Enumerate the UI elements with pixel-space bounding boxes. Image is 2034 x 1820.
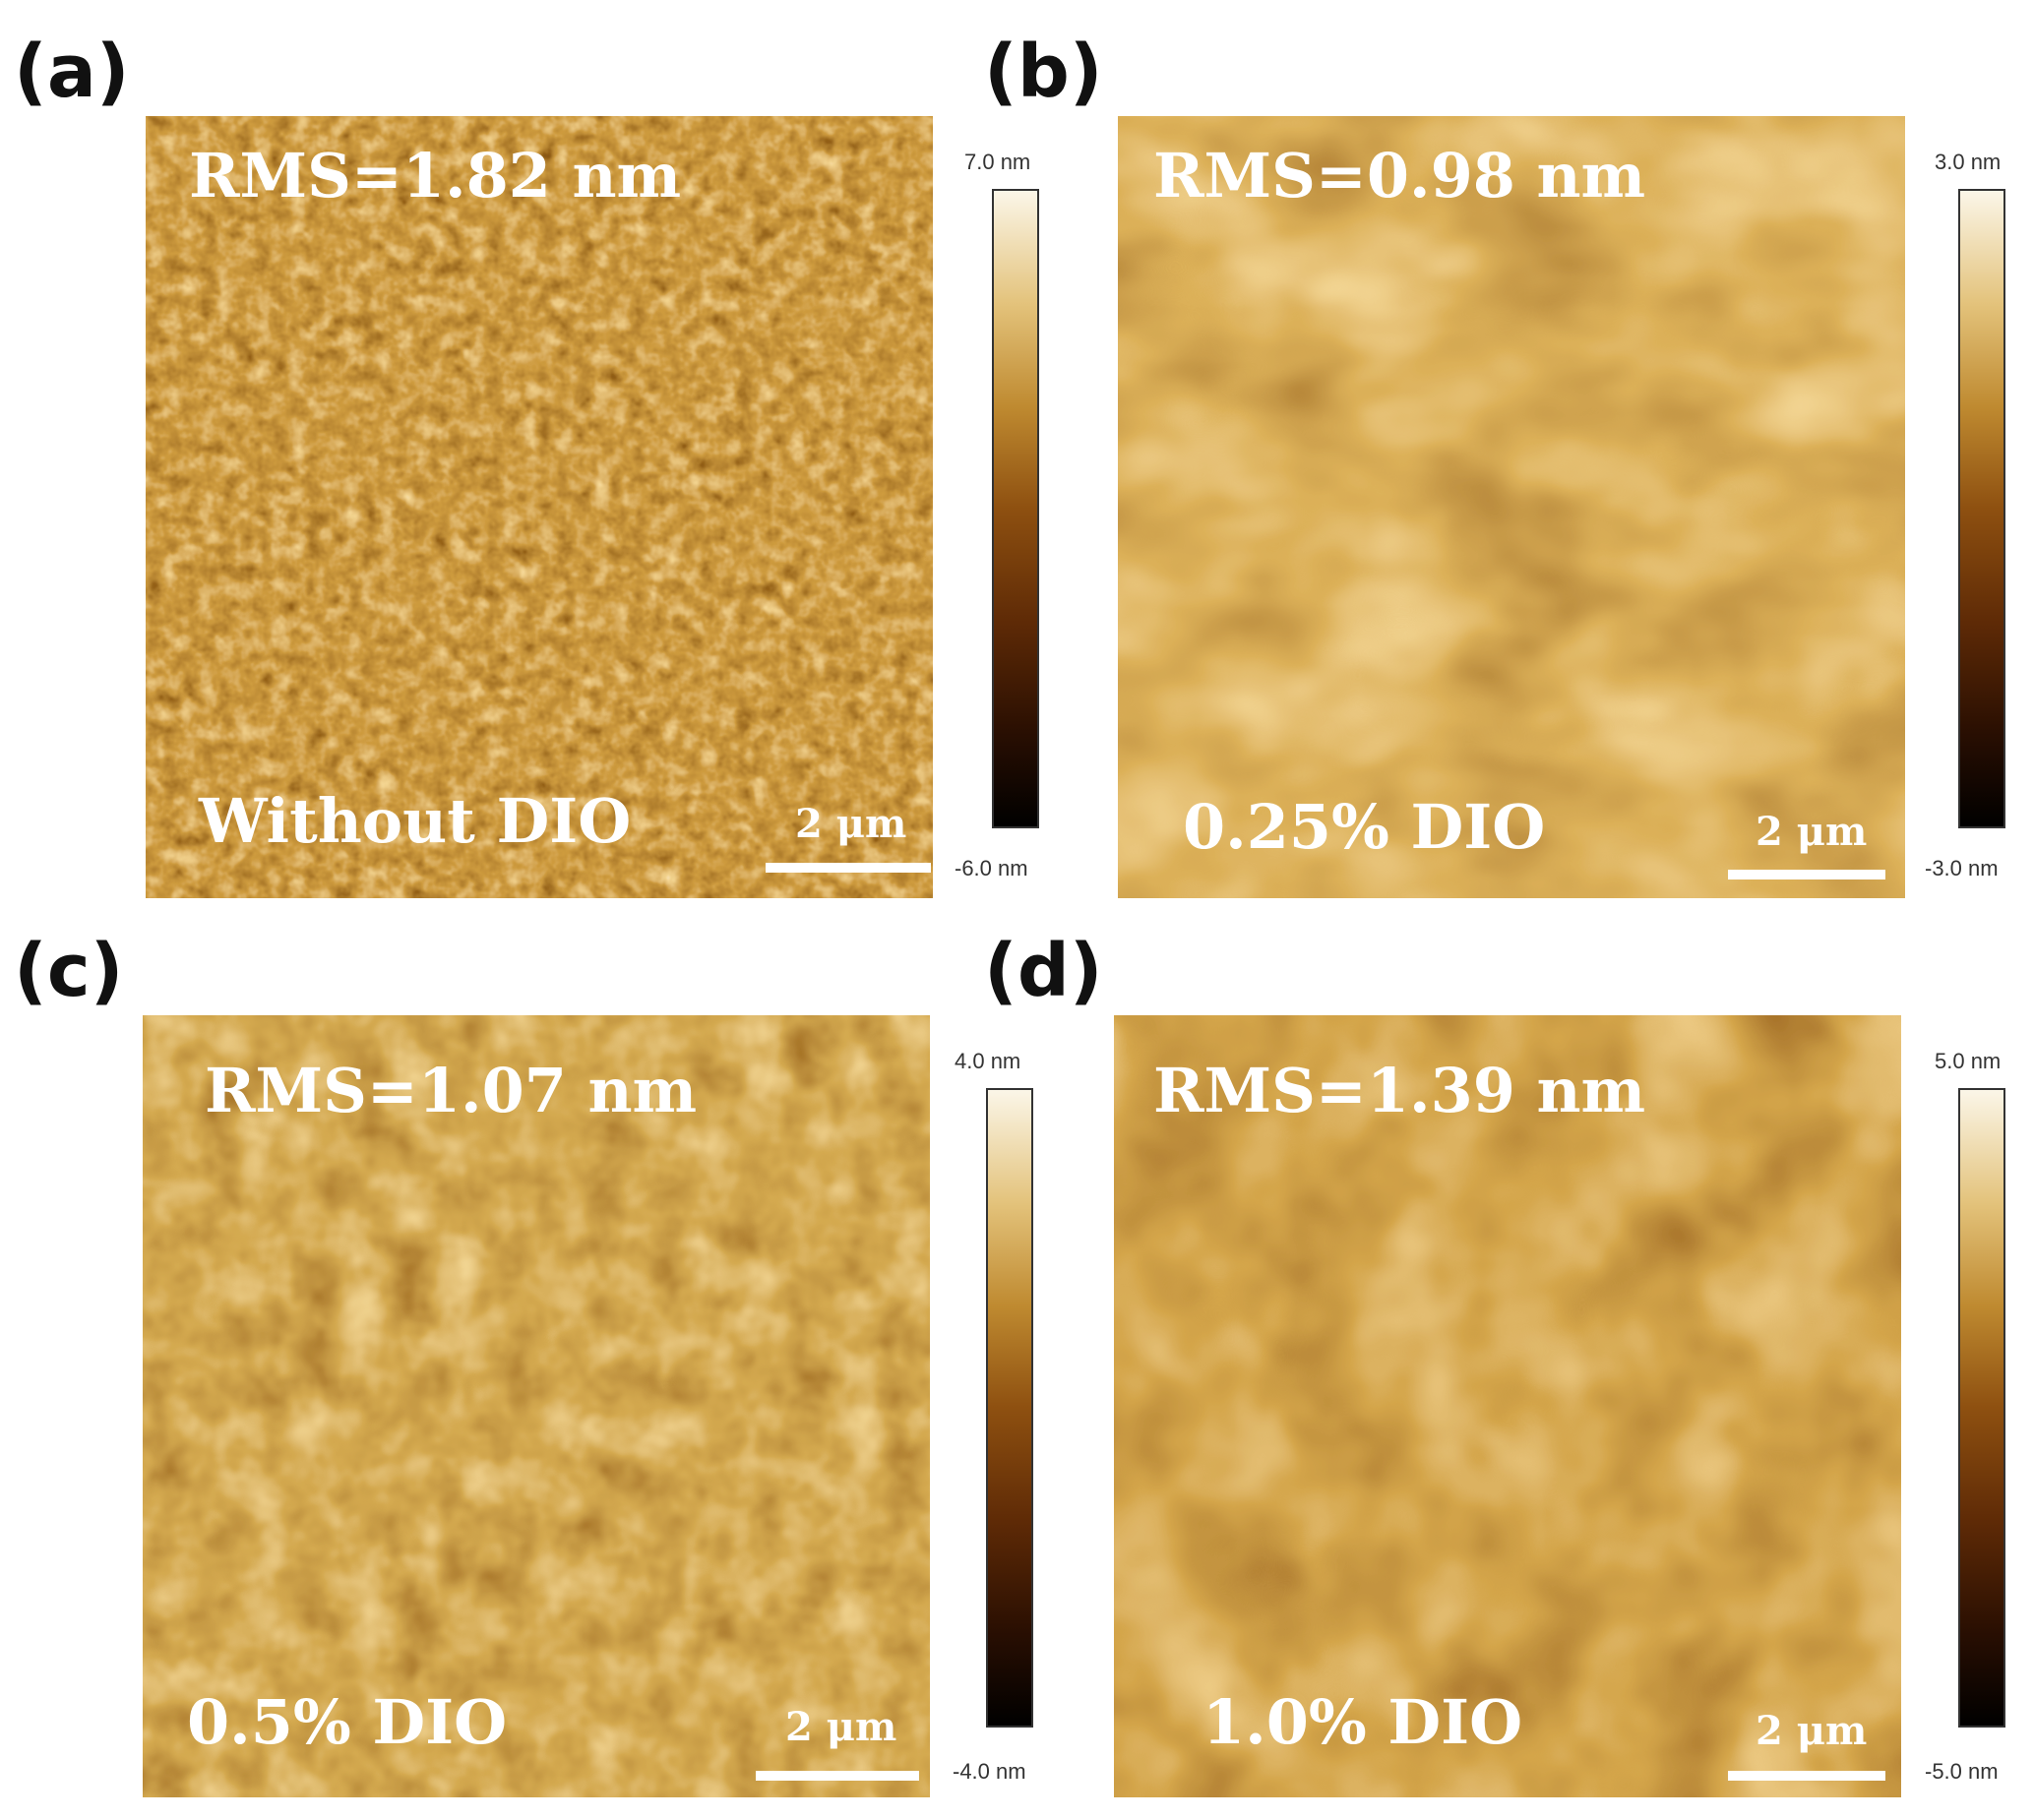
rms-label-a: RMS=1.82 nm [189, 140, 682, 212]
scale-bar-d [1728, 1771, 1885, 1781]
colorbar-b [1958, 189, 2005, 828]
condition-label-a: Without DIO [199, 785, 632, 857]
colorbar-d [1958, 1088, 2005, 1728]
panel-letter-d: (d) [984, 929, 1103, 1013]
colorbar-min-d: -5.0 nm [1925, 1759, 1999, 1784]
afm-image-b [1118, 116, 1905, 898]
scale-bar-label-a: 2 μm [795, 801, 907, 847]
rms-label-b: RMS=0.98 nm [1153, 140, 1646, 212]
rms-label-d: RMS=1.39 nm [1153, 1055, 1646, 1126]
scale-bar-label-b: 2 μm [1756, 809, 1868, 855]
condition-label-d: 1.0% DIO [1202, 1686, 1523, 1758]
rms-label-c: RMS=1.07 nm [205, 1055, 698, 1126]
condition-label-c: 0.5% DIO [187, 1686, 508, 1758]
panel-letter-b: (b) [984, 30, 1103, 114]
colorbar-max-d: 5.0 nm [1935, 1049, 2002, 1073]
scale-bar-label-c: 2 μm [785, 1704, 897, 1750]
afm-image-a [146, 116, 933, 898]
condition-label-b: 0.25% DIO [1183, 791, 1546, 863]
scale-bar-a [766, 863, 931, 873]
scale-bar-label-d: 2 μm [1756, 1708, 1868, 1754]
colorbar-min-a: -6.0 nm [955, 856, 1028, 880]
colorbar-min-c: -4.0 nm [953, 1759, 1026, 1784]
colorbar-min-b: -3.0 nm [1925, 856, 1999, 880]
colorbar-max-b: 3.0 nm [1935, 150, 2002, 174]
afm-image-c [143, 1015, 930, 1797]
scale-bar-c [756, 1771, 919, 1781]
colorbar-max-a: 7.0 nm [964, 150, 1031, 174]
panel-letter-c: (c) [14, 929, 124, 1013]
colorbar-a [992, 189, 1039, 828]
scale-bar-b [1728, 870, 1885, 880]
colorbar-max-c: 4.0 nm [955, 1049, 1021, 1073]
panel-letter-a: (a) [14, 30, 130, 114]
colorbar-c [986, 1088, 1033, 1728]
afm-image-d [1114, 1015, 1901, 1797]
